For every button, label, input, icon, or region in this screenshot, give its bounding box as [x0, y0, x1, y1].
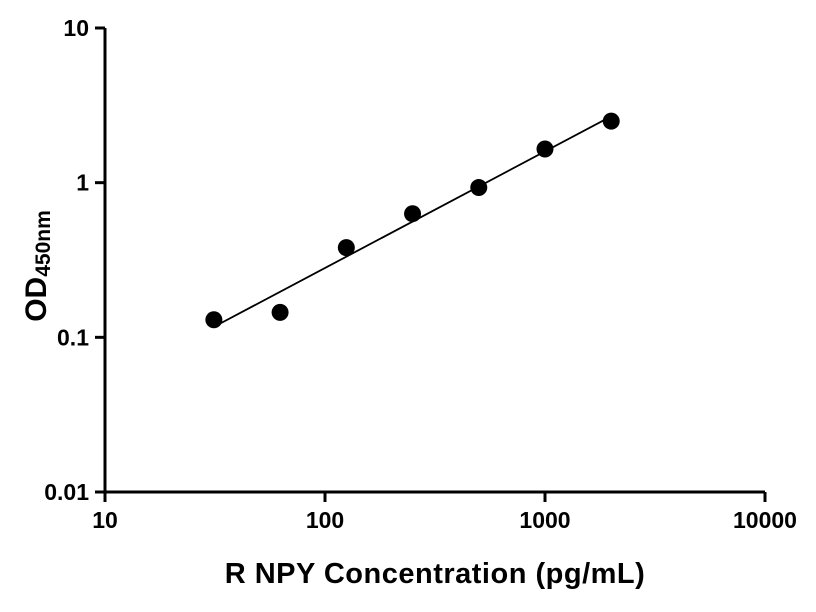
y-tick-label: 10 — [63, 15, 89, 41]
data-point — [271, 303, 289, 321]
y-axis-title-main: OD — [20, 276, 53, 322]
data-point — [337, 239, 355, 257]
x-tick-label: 100 — [306, 507, 344, 533]
y-tick-label: 1 — [76, 170, 89, 196]
x-tick-label: 1000 — [519, 507, 570, 533]
x-tick-label: 10000 — [733, 507, 797, 533]
y-axis-title-subscript: 450nm — [32, 210, 55, 277]
y-axis-title: OD450nm — [20, 136, 56, 396]
data-point — [536, 140, 554, 158]
x-tick-label: 10 — [92, 507, 118, 533]
y-tick-label: 0.01 — [44, 479, 89, 505]
y-tick-label: 0.1 — [57, 324, 89, 350]
data-point — [404, 205, 422, 223]
data-point — [602, 112, 620, 130]
x-axis-title: R NPY Concentration (pg/mL) — [224, 558, 646, 590]
data-point — [205, 311, 223, 329]
data-point — [470, 179, 488, 197]
